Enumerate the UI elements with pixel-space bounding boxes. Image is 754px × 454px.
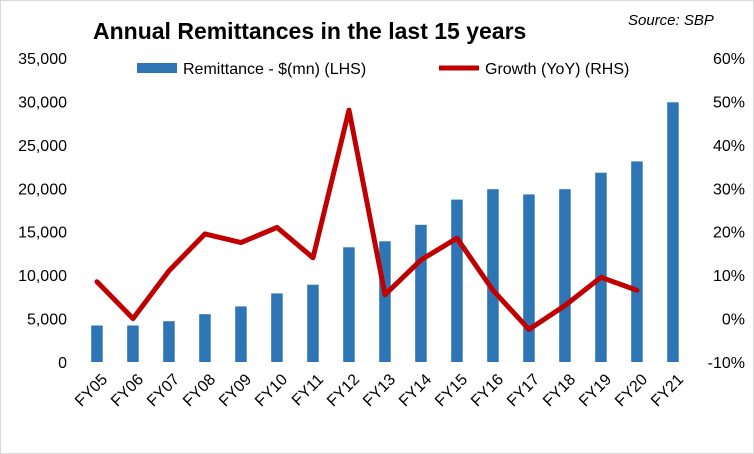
right-tick-label: 50%	[713, 94, 745, 111]
right-tick-label: -10%	[708, 355, 745, 372]
x-tick-label: FY13	[360, 371, 399, 410]
growth-line	[94, 107, 640, 332]
x-tick-label: FY08	[180, 371, 219, 410]
x-tick-label: FY14	[396, 371, 435, 410]
x-tick-label: FY15	[432, 371, 471, 410]
right-tick-label: 20%	[713, 225, 745, 242]
right-axis: -10% 0% 10% 20% 30% 40% 50% 60%	[708, 51, 745, 372]
bar-fy14	[415, 224, 427, 362]
bar-fy19	[595, 172, 607, 362]
bar-fy09	[235, 306, 247, 362]
legend-swatch-remittance	[137, 63, 177, 73]
x-tick-label: FY10	[252, 371, 291, 410]
x-tick-label: FY05	[72, 371, 111, 410]
line-series	[94, 107, 640, 332]
right-tick-label: 0%	[722, 312, 745, 329]
bar-fy18	[559, 189, 571, 362]
bar-fy15	[451, 199, 463, 362]
left-tick-label: 20,000	[18, 181, 67, 198]
x-tick-label: FY16	[468, 371, 507, 410]
bar-fy17	[523, 194, 535, 362]
right-tick-label: 40%	[713, 138, 745, 155]
x-tick-label: FY11	[289, 371, 327, 409]
bar-fy07	[163, 321, 175, 362]
left-tick-label: 25,000	[18, 138, 67, 155]
x-tick-label: FY21	[648, 371, 687, 410]
x-tick-label: FY09	[216, 371, 255, 410]
x-tick-label: FY12	[324, 371, 363, 410]
legend-label-remittance: Remittance - $(mn) (LHS)	[183, 61, 366, 78]
bar-fy08	[199, 314, 211, 362]
left-tick-label: 10,000	[18, 268, 67, 285]
right-tick-label: 10%	[713, 268, 745, 285]
bar-fy21	[667, 102, 679, 363]
bar-fy11	[307, 284, 319, 362]
x-tick-label: FY19	[576, 371, 615, 410]
x-tick-label: FY20	[612, 371, 651, 410]
left-tick-label: 5,000	[27, 312, 67, 329]
left-tick-label: 0	[58, 355, 67, 372]
bar-fy20	[631, 161, 643, 362]
bar-fy06	[127, 325, 139, 362]
bar-series	[91, 102, 679, 363]
left-tick-label: 35,000	[18, 51, 67, 68]
left-axis: 0 5,000 10,000 15,000 20,000 25,000 30,000 35,0…	[18, 51, 67, 372]
chart-source: Source: SBP	[628, 12, 714, 29]
x-axis: FY05FY06FY07FY08FY09FY10FY11FY12FY13FY14…	[72, 371, 687, 410]
bar-fy05	[91, 325, 103, 362]
bar-fy10	[271, 293, 283, 362]
left-tick-label: 15,000	[18, 225, 67, 242]
legend-label-growth: Growth (YoY) (RHS)	[485, 61, 629, 78]
x-tick-label: FY06	[108, 371, 147, 410]
bar-fy13	[379, 241, 391, 362]
right-tick-label: 30%	[713, 181, 745, 198]
left-tick-label: 30,000	[18, 94, 67, 111]
x-tick-label: FY07	[144, 371, 183, 410]
legend: Remittance - $(mn) (LHS) Growth (YoY) (R…	[137, 61, 629, 78]
bar-fy16	[487, 189, 499, 362]
right-tick-label: 60%	[713, 51, 745, 68]
x-tick-label: FY18	[540, 371, 579, 410]
chart-title: Annual Remittances in the last 15 years	[93, 18, 526, 44]
x-tick-label: FY17	[504, 371, 543, 410]
bar-fy12	[343, 247, 355, 362]
